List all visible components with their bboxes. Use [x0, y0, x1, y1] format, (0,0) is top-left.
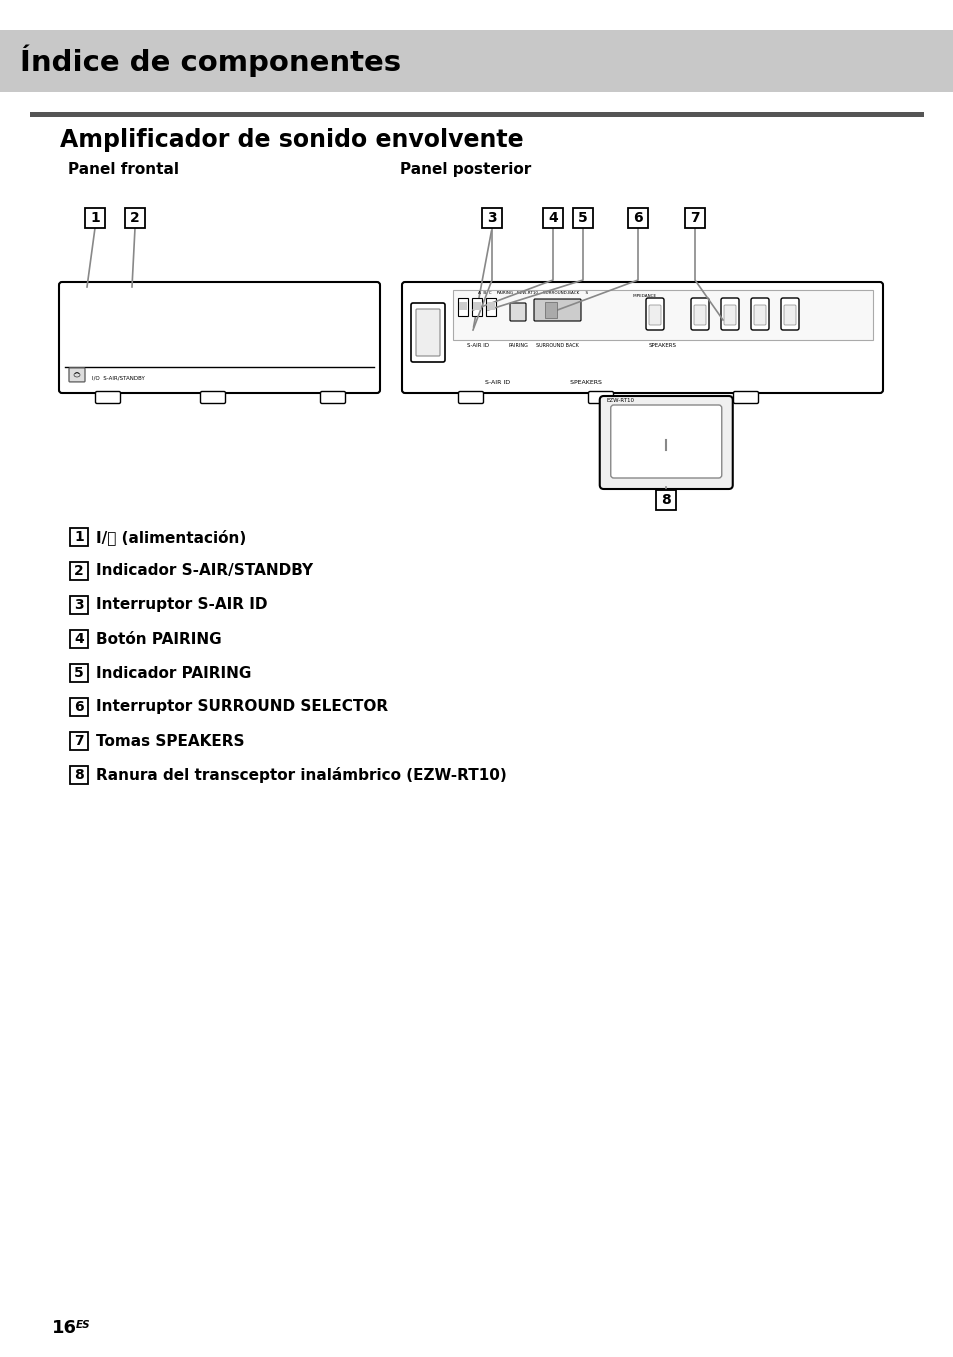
Text: 1: 1: [74, 531, 84, 544]
Text: Índice de componentes: Índice de componentes: [20, 45, 400, 77]
FancyBboxPatch shape: [458, 392, 483, 403]
Text: Indicador S-AIR/STANDBY: Indicador S-AIR/STANDBY: [96, 563, 313, 578]
Bar: [70, 697, 88, 716]
Bar: [125, 208, 145, 228]
FancyBboxPatch shape: [690, 299, 708, 330]
Text: 6: 6: [633, 210, 642, 225]
Bar: [544, 303, 557, 318]
Bar: [70, 765, 88, 784]
Text: A  B  C    PAIRING   EZW-RT10    SURROUND-BACK     S: A B C PAIRING EZW-RT10 SURROUND-BACK S: [477, 290, 587, 294]
FancyBboxPatch shape: [648, 305, 660, 324]
Bar: [457, 299, 468, 316]
Bar: [70, 731, 88, 750]
Text: 7: 7: [74, 734, 84, 748]
Text: I/⒤ (alimentación): I/⒤ (alimentación): [96, 529, 246, 546]
Bar: [573, 208, 593, 228]
Text: Indicador PAIRING: Indicador PAIRING: [96, 665, 251, 680]
Text: ES: ES: [76, 1320, 91, 1330]
Text: 7: 7: [689, 210, 700, 225]
FancyBboxPatch shape: [610, 404, 721, 478]
FancyBboxPatch shape: [693, 305, 705, 324]
Text: S-AIR ID                              SPEAKERS: S-AIR ID SPEAKERS: [484, 380, 601, 384]
Text: 3: 3: [74, 598, 84, 612]
Bar: [458, 303, 467, 309]
Text: Botón PAIRING: Botón PAIRING: [96, 631, 221, 646]
FancyBboxPatch shape: [733, 392, 758, 403]
Bar: [70, 562, 88, 579]
Text: 1: 1: [90, 210, 100, 225]
Bar: [70, 664, 88, 683]
Text: 3: 3: [487, 210, 497, 225]
Text: SPEAKERS: SPEAKERS: [648, 343, 677, 347]
Text: Panel frontal: Panel frontal: [68, 161, 179, 176]
Bar: [684, 208, 704, 228]
Text: 4: 4: [548, 210, 558, 225]
Bar: [85, 208, 105, 228]
FancyBboxPatch shape: [59, 282, 379, 394]
FancyBboxPatch shape: [750, 299, 768, 330]
FancyBboxPatch shape: [645, 299, 663, 330]
Text: 5: 5: [74, 666, 84, 680]
Text: 2: 2: [130, 210, 140, 225]
FancyBboxPatch shape: [753, 305, 765, 324]
FancyBboxPatch shape: [510, 303, 525, 322]
FancyBboxPatch shape: [720, 299, 739, 330]
FancyBboxPatch shape: [401, 282, 882, 394]
Text: S-AIR ID: S-AIR ID: [466, 343, 489, 347]
Bar: [472, 299, 481, 316]
Text: 6: 6: [74, 700, 84, 714]
FancyBboxPatch shape: [69, 368, 85, 381]
Bar: [70, 528, 88, 546]
FancyBboxPatch shape: [416, 309, 439, 356]
Bar: [453, 290, 872, 341]
Text: I/O  S-AIR/STANDBY: I/O S-AIR/STANDBY: [91, 376, 145, 381]
Bar: [485, 299, 496, 316]
Text: 8: 8: [660, 493, 670, 508]
Bar: [656, 490, 676, 510]
FancyBboxPatch shape: [599, 396, 732, 489]
Bar: [627, 208, 647, 228]
FancyBboxPatch shape: [534, 299, 580, 322]
Text: IMPEDANCE: IMPEDANCE: [633, 294, 657, 299]
Bar: [65, 366, 374, 389]
FancyBboxPatch shape: [200, 392, 225, 403]
Text: 16: 16: [52, 1319, 77, 1337]
Text: Interruptor S-AIR ID: Interruptor S-AIR ID: [96, 597, 267, 612]
Text: Amplificador de sonido envolvente: Amplificador de sonido envolvente: [60, 128, 523, 152]
Text: Ranura del transceptor inalámbrico (EZW-RT10): Ranura del transceptor inalámbrico (EZW-…: [96, 767, 506, 783]
Text: PAIRING: PAIRING: [508, 343, 527, 347]
FancyBboxPatch shape: [95, 392, 120, 403]
Text: 4: 4: [74, 632, 84, 646]
Bar: [473, 303, 480, 309]
FancyBboxPatch shape: [781, 299, 799, 330]
Bar: [30, 113, 923, 117]
Bar: [486, 303, 495, 309]
Bar: [70, 596, 88, 613]
FancyBboxPatch shape: [783, 305, 795, 324]
Text: Tomas SPEAKERS: Tomas SPEAKERS: [96, 734, 244, 749]
FancyBboxPatch shape: [723, 305, 735, 324]
Text: 2: 2: [74, 565, 84, 578]
Text: SURROUND BACK: SURROUND BACK: [536, 343, 578, 347]
Text: 5: 5: [578, 210, 587, 225]
FancyBboxPatch shape: [320, 392, 345, 403]
Text: Panel posterior: Panel posterior: [399, 161, 531, 176]
Bar: [481, 208, 501, 228]
Text: EZW-RT10: EZW-RT10: [606, 398, 634, 403]
Bar: [0, 30, 953, 92]
FancyBboxPatch shape: [411, 303, 444, 362]
Bar: [542, 208, 562, 228]
Text: 8: 8: [74, 768, 84, 782]
Text: Interruptor SURROUND SELECTOR: Interruptor SURROUND SELECTOR: [96, 699, 388, 715]
FancyBboxPatch shape: [588, 392, 613, 403]
Bar: [70, 630, 88, 649]
